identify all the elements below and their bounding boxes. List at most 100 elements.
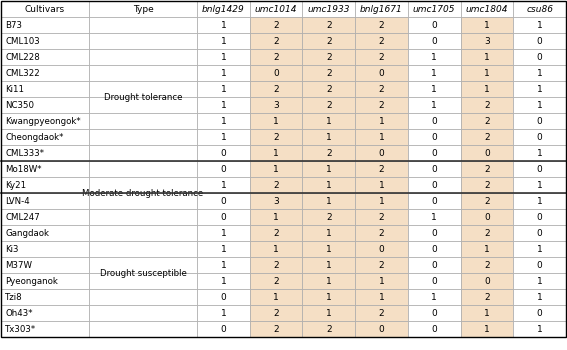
Bar <box>513 321 566 337</box>
Bar <box>355 17 408 33</box>
Text: 1: 1 <box>273 117 279 126</box>
Text: 0: 0 <box>431 276 437 286</box>
Bar <box>1 161 89 177</box>
Text: 1: 1 <box>326 245 332 253</box>
Bar <box>355 33 408 49</box>
Text: 2: 2 <box>326 69 332 77</box>
Bar <box>1 65 89 81</box>
Text: 2: 2 <box>379 52 384 62</box>
Text: 3: 3 <box>484 36 490 46</box>
Text: Ki3: Ki3 <box>5 245 19 253</box>
Text: 0: 0 <box>537 308 543 317</box>
Text: 1: 1 <box>537 84 543 93</box>
Bar <box>302 1 355 17</box>
Bar <box>89 209 197 225</box>
Text: Drought tolerance: Drought tolerance <box>104 92 182 102</box>
Bar <box>408 161 460 177</box>
Text: 0: 0 <box>537 36 543 46</box>
Bar <box>1 209 89 225</box>
Text: 1: 1 <box>326 260 332 270</box>
Text: 1: 1 <box>537 324 543 334</box>
Text: Tzi8: Tzi8 <box>5 293 23 301</box>
Bar <box>1 321 89 337</box>
Text: Ki11: Ki11 <box>5 84 24 93</box>
Text: 1: 1 <box>431 100 437 110</box>
Bar <box>197 65 249 81</box>
Text: 1: 1 <box>221 133 226 141</box>
Bar <box>302 113 355 129</box>
Text: 0: 0 <box>431 308 437 317</box>
Bar <box>1 113 89 129</box>
Text: 1: 1 <box>431 212 437 222</box>
Bar <box>89 241 197 257</box>
Bar <box>89 193 197 209</box>
Text: 1: 1 <box>326 181 332 189</box>
Text: 1: 1 <box>484 69 490 77</box>
Text: 1: 1 <box>326 133 332 141</box>
Bar <box>513 241 566 257</box>
Text: 1: 1 <box>484 245 490 253</box>
Text: 1: 1 <box>221 100 226 110</box>
Text: 0: 0 <box>431 229 437 238</box>
Bar <box>302 209 355 225</box>
Text: 0: 0 <box>537 117 543 126</box>
Bar <box>408 129 460 145</box>
Bar <box>197 33 249 49</box>
Text: 0: 0 <box>431 36 437 46</box>
Text: 2: 2 <box>273 308 279 317</box>
Bar <box>513 113 566 129</box>
Bar <box>89 273 197 289</box>
Bar <box>355 305 408 321</box>
Bar <box>249 241 302 257</box>
Bar <box>408 305 460 321</box>
Text: 1: 1 <box>379 276 384 286</box>
Text: 0: 0 <box>537 212 543 222</box>
Text: CML322: CML322 <box>5 69 40 77</box>
Text: 2: 2 <box>484 181 490 189</box>
Bar <box>355 321 408 337</box>
Text: 3: 3 <box>273 100 279 110</box>
Bar <box>513 65 566 81</box>
Text: 1: 1 <box>221 52 226 62</box>
Text: 1: 1 <box>221 276 226 286</box>
Bar <box>302 65 355 81</box>
Bar <box>513 305 566 321</box>
Bar <box>460 145 513 161</box>
Bar <box>1 49 89 65</box>
Bar <box>1 129 89 145</box>
Bar <box>89 49 197 65</box>
Bar <box>513 97 566 113</box>
Bar <box>197 161 249 177</box>
Text: 1: 1 <box>326 308 332 317</box>
Bar <box>249 305 302 321</box>
Bar <box>1 273 89 289</box>
Text: Cheongdaok*: Cheongdaok* <box>5 133 64 141</box>
Text: 1: 1 <box>273 164 279 174</box>
Text: Gangdaok: Gangdaok <box>5 229 49 238</box>
Bar <box>302 129 355 145</box>
Bar <box>249 113 302 129</box>
Bar <box>249 289 302 305</box>
Bar <box>513 273 566 289</box>
Text: Mo18W*: Mo18W* <box>5 164 41 174</box>
Bar <box>89 257 197 273</box>
Bar <box>513 289 566 305</box>
Bar <box>460 113 513 129</box>
Bar <box>1 177 89 193</box>
Text: 2: 2 <box>273 21 279 29</box>
Bar <box>302 161 355 177</box>
Bar <box>355 1 408 17</box>
Bar <box>249 177 302 193</box>
Text: 2: 2 <box>484 164 490 174</box>
Text: 1: 1 <box>221 84 226 93</box>
Text: 2: 2 <box>273 229 279 238</box>
Bar <box>1 145 89 161</box>
Bar <box>1 81 89 97</box>
Text: 2: 2 <box>484 229 490 238</box>
Text: NC350: NC350 <box>5 100 34 110</box>
Text: 1: 1 <box>379 133 384 141</box>
Text: 1: 1 <box>326 164 332 174</box>
Text: 2: 2 <box>326 324 332 334</box>
Bar <box>1 33 89 49</box>
Text: 2: 2 <box>273 133 279 141</box>
